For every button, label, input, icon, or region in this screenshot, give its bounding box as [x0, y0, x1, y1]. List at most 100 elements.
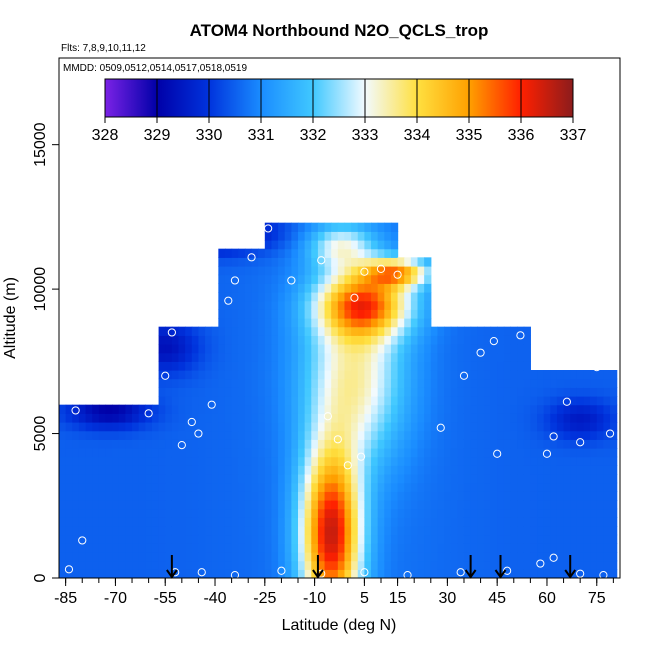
heatmap-cell [145, 482, 153, 492]
heatmap-cell [324, 257, 332, 267]
heatmap-cell [563, 370, 571, 380]
heatmap-cell [138, 413, 146, 423]
flight-sample-point [489, 337, 498, 346]
heatmap-cell [583, 465, 591, 475]
heatmap-cell [171, 569, 180, 578]
heatmap-cell [185, 361, 193, 371]
heatmap-cell [211, 474, 219, 484]
heatmap-cell [364, 396, 372, 406]
heatmap-cell [517, 543, 525, 553]
heatmap-cell [610, 508, 618, 518]
heatmap-cell [251, 378, 259, 388]
y-tick-label: 5000 [32, 416, 49, 452]
heatmap-cell [397, 274, 405, 284]
heatmap-cell [92, 500, 100, 510]
heatmap-cell [563, 422, 571, 432]
heatmap-cell [264, 569, 273, 578]
heatmap-cell [78, 526, 87, 536]
heatmap-cell [278, 361, 286, 371]
heatmap-cell [483, 413, 492, 423]
heatmap-cell [238, 543, 246, 553]
heatmap-cell [145, 508, 153, 518]
heatmap-cell [298, 500, 306, 510]
heatmap-cell [85, 552, 93, 562]
heatmap-cell [503, 396, 512, 406]
heatmap-cell [510, 508, 518, 518]
heatmap-cell [510, 474, 518, 484]
heatmap-cell [304, 240, 312, 250]
heatmap-cell [337, 378, 346, 388]
heatmap-cell [430, 344, 439, 354]
heatmap-cell [523, 482, 531, 492]
heatmap-cell [165, 335, 173, 345]
heatmap-cell [390, 569, 399, 578]
heatmap-cell [218, 326, 226, 336]
heatmap-cell [59, 569, 67, 578]
heatmap-cell [72, 534, 80, 544]
heatmap-cell [165, 517, 173, 527]
heatmap-cell [576, 534, 585, 544]
heatmap-cell [211, 534, 219, 544]
heatmap-cell [304, 387, 312, 397]
heatmap-cell [510, 361, 518, 371]
heatmap-cell [530, 387, 538, 397]
heatmap-cell [165, 456, 173, 466]
heatmap-cell [437, 569, 445, 578]
heatmap-cell [543, 552, 551, 562]
heatmap-cell [271, 430, 279, 440]
heatmap-cell [503, 448, 512, 458]
heatmap-cell [371, 292, 379, 302]
heatmap-cell [218, 361, 226, 371]
heatmap-cell [357, 326, 365, 336]
heatmap-cell [198, 560, 206, 570]
heatmap-cell [444, 465, 452, 475]
heatmap-cell [424, 266, 432, 276]
heatmap-cell [211, 500, 219, 510]
heatmap-cell [105, 491, 113, 501]
heatmap-cell [337, 404, 346, 414]
heatmap-cell [132, 569, 140, 578]
heatmap-cell [351, 404, 359, 414]
heatmap-cell [430, 378, 439, 388]
heatmap-cell [477, 543, 485, 553]
heatmap-cell [377, 430, 385, 440]
heatmap-cell [556, 534, 565, 544]
heatmap-cell [324, 266, 332, 276]
heatmap-cell [191, 396, 200, 406]
heatmap-cell [271, 448, 279, 458]
heatmap-cell [112, 404, 120, 414]
heatmap-cell [490, 560, 498, 570]
heatmap-cell [364, 413, 372, 423]
heatmap-cell [364, 283, 372, 293]
heatmap-cell [556, 370, 565, 380]
heatmap-cell [483, 543, 492, 553]
heatmap-cell [65, 517, 73, 527]
heatmap-cell [271, 309, 279, 319]
heatmap-cell [570, 387, 578, 397]
heatmap-cell [178, 344, 186, 354]
colorbar-tick-label: 336 [508, 127, 535, 144]
heatmap-cell [324, 344, 332, 354]
heatmap-cell [331, 266, 339, 276]
heatmap-cell [384, 257, 392, 267]
heatmap-cell [218, 474, 226, 484]
heatmap-cell [477, 361, 485, 371]
heatmap-cell [364, 543, 372, 553]
heatmap-cell [357, 404, 365, 414]
heatmap-cell [158, 448, 166, 458]
heatmap-cell [244, 318, 253, 328]
heatmap-cell [503, 344, 512, 354]
heatmap-cell [317, 335, 326, 345]
heatmap-cell [171, 534, 180, 544]
heatmap-cell [72, 439, 80, 449]
heatmap-cell [298, 508, 306, 518]
heatmap-cell [59, 430, 67, 440]
heatmap-cell [417, 491, 425, 501]
heatmap-cell [537, 491, 545, 501]
heatmap-cell [351, 248, 359, 258]
heatmap-cell [357, 439, 365, 449]
heatmap-cell [384, 326, 392, 336]
heatmap-cell [377, 448, 385, 458]
heatmap-cell [430, 413, 439, 423]
heatmap-cell [384, 274, 392, 284]
